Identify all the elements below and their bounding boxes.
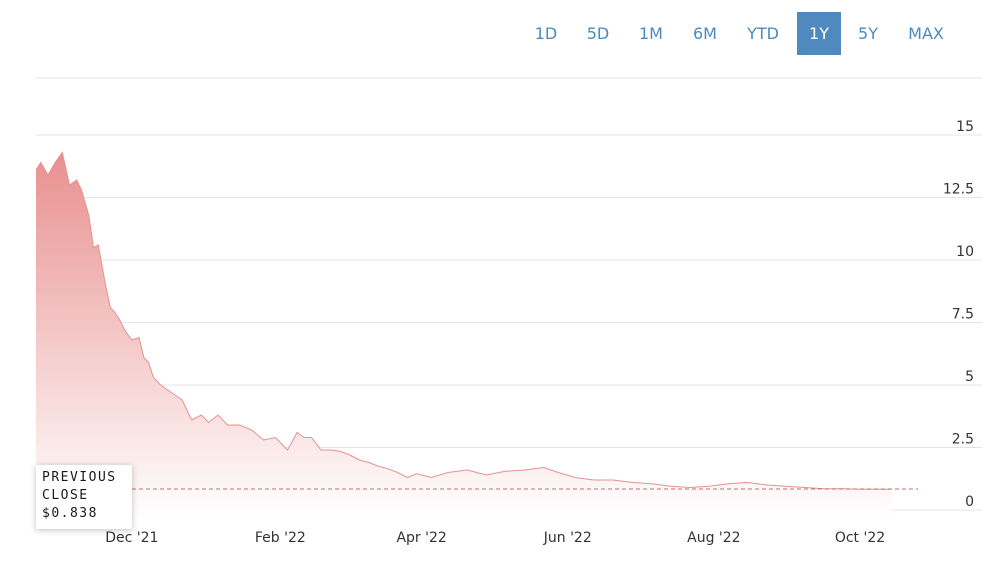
y-tick-label: 5 — [965, 369, 974, 385]
range-selector: 1D 5D 1M 6M YTD 1Y 5Y MAX — [0, 12, 1008, 56]
y-tick-label: 7.5 — [952, 307, 974, 323]
x-tick-label: Apr '22 — [396, 530, 446, 546]
range-button-5d[interactable]: 5D — [586, 24, 610, 43]
range-button-1d[interactable]: 1D — [534, 24, 558, 43]
y-tick-label: 10 — [956, 244, 974, 260]
previous-close-title-line2: CLOSE — [42, 488, 89, 503]
previous-close-label: PREVIOUS CLOSE $0.838 — [36, 465, 132, 529]
x-tick-label: Aug '22 — [687, 530, 740, 546]
x-tick-label: Dec '21 — [105, 530, 158, 546]
y-tick-label: 2.5 — [952, 432, 974, 448]
y-tick-label: 12.5 — [943, 182, 974, 198]
x-tick-label: Feb '22 — [255, 530, 306, 546]
range-button-5y[interactable]: 5Y — [858, 24, 878, 43]
range-button-1y[interactable]: 1Y — [797, 12, 841, 55]
x-tick-label: Jun '22 — [543, 530, 592, 546]
range-button-1m[interactable]: 1M — [639, 24, 663, 43]
previous-close-title-line1: PREVIOUS — [42, 470, 117, 485]
range-button-ytd[interactable]: YTD — [747, 24, 779, 43]
range-button-max[interactable]: MAX — [908, 24, 944, 43]
y-tick-label: 0 — [965, 494, 974, 510]
range-button-6m[interactable]: 6M — [693, 24, 717, 43]
price-line — [35, 151, 892, 490]
price-area — [36, 152, 892, 518]
previous-close-value: $0.838 — [42, 506, 98, 521]
y-tick-label: 15 — [956, 119, 974, 135]
x-tick-label: Oct '22 — [835, 530, 885, 546]
